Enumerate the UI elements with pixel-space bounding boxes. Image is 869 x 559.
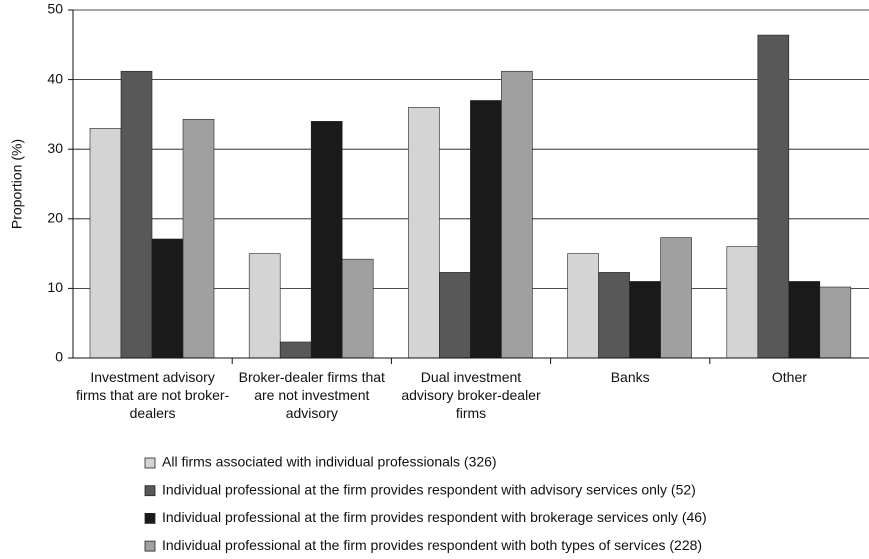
- x-tick-label: Banks: [610, 369, 650, 385]
- bar: [501, 70, 533, 359]
- bar: [757, 34, 790, 359]
- y-tick-label: 30: [47, 140, 63, 156]
- x-tick-label: Other: [771, 369, 807, 385]
- legend-label: Individual professional at the firm prov…: [162, 481, 696, 497]
- bar: [89, 128, 122, 359]
- legend-label: All firms associated with individual pro…: [162, 454, 497, 470]
- x-tick-label: Dual investment advisory broker-dealer f…: [401, 369, 541, 421]
- x-tick-label: Broker-dealer firms that are not investm…: [238, 369, 385, 421]
- bar: [660, 237, 692, 359]
- bar: [788, 281, 821, 359]
- legend-swatch: [144, 540, 156, 552]
- bar: [726, 246, 759, 359]
- legend-label: Individual professional at the firm prov…: [162, 537, 702, 553]
- y-tick-label: 40: [47, 70, 63, 86]
- bar: [598, 272, 630, 359]
- bar: [310, 121, 343, 359]
- bar: [151, 238, 184, 359]
- bar: [120, 70, 153, 359]
- bar: [629, 281, 661, 359]
- bar: [408, 107, 440, 359]
- bar: [470, 100, 502, 359]
- bar: [439, 272, 471, 359]
- legend-label: Individual professional at the firm prov…: [162, 509, 707, 525]
- x-tick-label: Investment advisory firms that are not b…: [75, 369, 230, 421]
- bar: [819, 286, 852, 359]
- bar: [182, 118, 215, 359]
- legend-swatch: [144, 485, 156, 497]
- bar: [341, 258, 374, 359]
- y-tick-label: 50: [47, 1, 63, 17]
- y-tick-label: 0: [55, 349, 63, 365]
- y-tick-label: 10: [47, 279, 63, 295]
- bar: [279, 341, 312, 359]
- bar: [567, 253, 599, 359]
- legend-swatch: [144, 457, 156, 469]
- y-axis-label: Proportion (%): [9, 139, 25, 229]
- y-tick-label: 20: [47, 210, 63, 226]
- bar: [248, 253, 281, 359]
- legend-swatch: [144, 513, 156, 524]
